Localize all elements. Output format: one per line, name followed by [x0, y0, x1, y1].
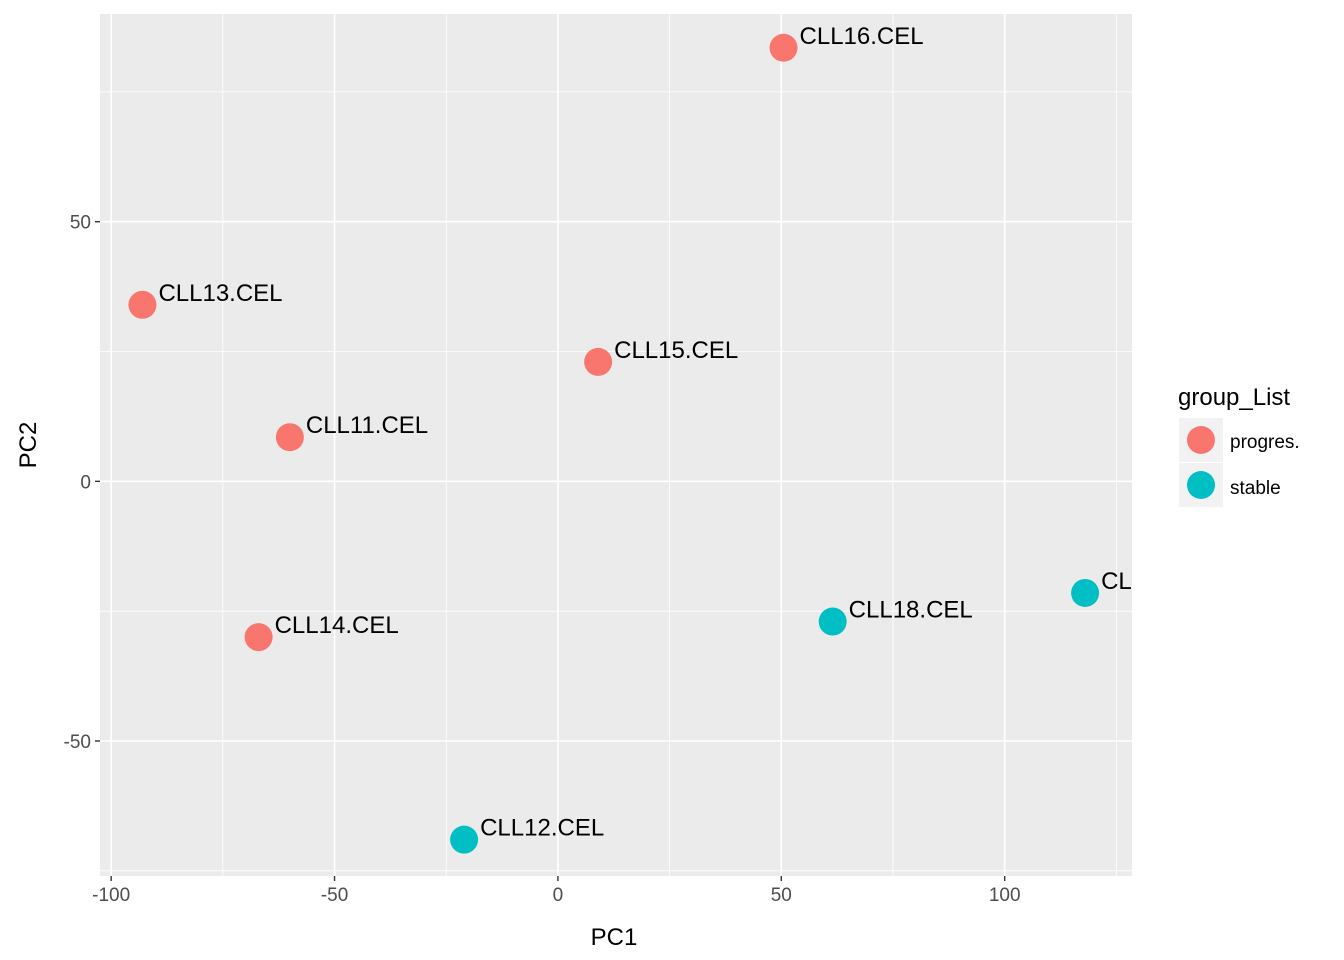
data-point	[818, 607, 847, 636]
plot-panel	[100, 14, 1132, 876]
data-point	[769, 33, 798, 62]
data-point	[244, 623, 273, 652]
grid-major	[100, 14, 1132, 876]
x-tick-label: -50	[321, 885, 348, 906]
data-point-label: CLL12.CEL	[480, 815, 604, 842]
data-point-labels: CLL16.CEL CLL13.CEL CLL15.CEL CLL11.CEL CLL1…	[158, 23, 1131, 842]
data-point-label: CLL18.CEL	[849, 597, 973, 624]
data-point-label: CLL11.CEL	[306, 412, 428, 439]
legend: group_List progres. stable	[1178, 384, 1300, 507]
data-point	[584, 347, 613, 376]
legend-label-stable: stable	[1230, 478, 1281, 499]
y-axis-title: PC2	[15, 422, 42, 469]
data-point-label: CLL14.CEL	[275, 612, 399, 639]
data-point	[275, 423, 304, 452]
data-point	[128, 290, 157, 319]
data-point	[1071, 578, 1100, 607]
x-tick-label: 0	[553, 885, 564, 906]
y-tick-label: -50	[64, 732, 91, 753]
data-point-label: CLL16.CEL	[800, 23, 924, 50]
data-points	[128, 33, 1100, 854]
x-tick-labels: -100 -50 0 50 100	[92, 885, 1020, 906]
legend-title: group_List	[1178, 384, 1290, 411]
y-tick-labels: -50 0 50	[64, 213, 91, 753]
axis-ticks	[95, 221, 1006, 881]
y-tick-label: 0	[80, 472, 91, 493]
x-tick-label: 50	[771, 885, 792, 906]
data-point-label: CLL15.CEL	[614, 337, 738, 364]
grid-minor	[100, 14, 1132, 876]
x-tick-label: 100	[989, 885, 1021, 906]
data-point-label: CL	[1101, 568, 1132, 595]
legend-label-progres: progres.	[1230, 432, 1300, 453]
x-tick-label: -100	[92, 885, 130, 906]
data-point	[450, 825, 479, 854]
y-tick-label: 50	[70, 213, 91, 234]
legend-dot-stable	[1187, 471, 1215, 499]
legend-dot-progres	[1187, 426, 1215, 454]
x-axis-title: PC1	[591, 924, 638, 951]
data-point-label: CLL13.CEL	[158, 280, 282, 307]
